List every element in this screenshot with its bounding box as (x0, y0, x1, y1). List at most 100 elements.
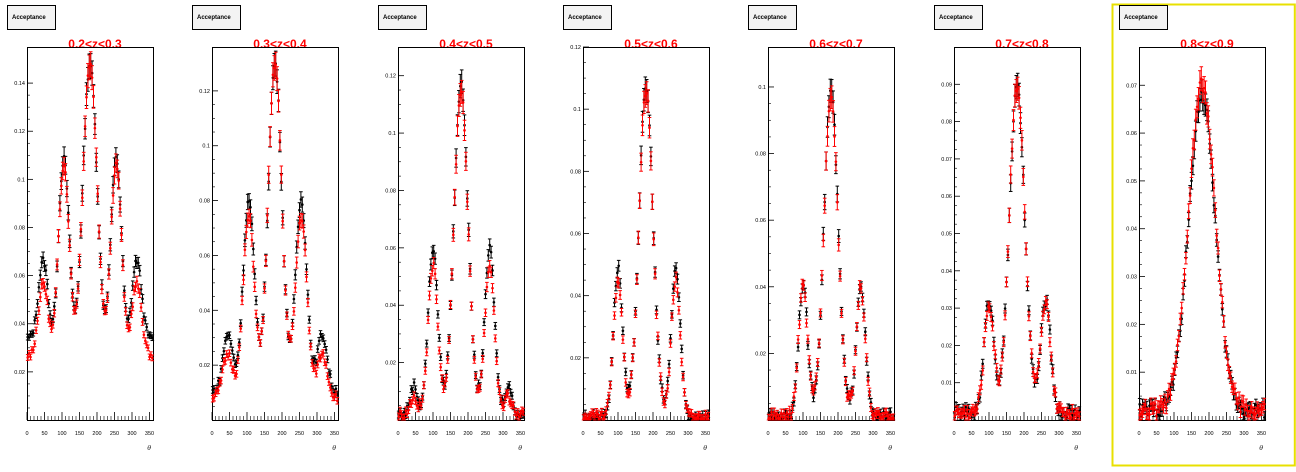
data-point (621, 326, 625, 336)
data-point (494, 349, 499, 358)
data-point (426, 315, 430, 324)
data-point (457, 93, 461, 117)
data-point (67, 238, 72, 252)
x-tick-label: 250 (1222, 431, 1231, 437)
data-point (144, 323, 149, 331)
data-point (97, 224, 101, 239)
x-tick-label: 100 (242, 431, 251, 437)
data-point (836, 238, 841, 252)
data-point (296, 219, 300, 235)
data-point (438, 363, 443, 372)
data-point (665, 376, 670, 386)
x-tick-label: 0 (210, 431, 213, 437)
data-point (44, 264, 48, 277)
data-point (1024, 242, 1028, 256)
data-point (240, 286, 244, 297)
data-point (88, 51, 93, 78)
data-point (667, 359, 671, 369)
data-point (489, 245, 493, 259)
chart-title: 0.3<z<0.4 (253, 37, 307, 51)
data-point (468, 265, 472, 277)
data-point (1041, 310, 1045, 321)
data-series-1 (25, 53, 155, 342)
data-point (629, 370, 634, 380)
x-tick-label: 50 (412, 431, 418, 437)
data-point (999, 364, 1003, 375)
data-point (607, 391, 611, 401)
data-point (521, 407, 526, 416)
data-point (1028, 331, 1033, 342)
data-point (100, 284, 104, 295)
data-point (471, 335, 475, 344)
data-point (614, 293, 618, 303)
data-point (485, 281, 489, 293)
data-point (835, 194, 840, 211)
data-point (1003, 310, 1007, 321)
data-point (848, 391, 852, 401)
x-tick-label: 50 (968, 431, 974, 437)
data-point (650, 193, 655, 210)
data-point (63, 163, 68, 182)
data-point (315, 360, 320, 369)
y-tick-label: 0.06 (385, 246, 396, 252)
y-tick-label: 0.12 (14, 129, 25, 135)
data-point (792, 392, 796, 402)
data-point (804, 318, 809, 328)
data-point (507, 381, 512, 390)
data-series-1 (210, 50, 340, 399)
legend-label: Acceptance (197, 15, 231, 21)
data-point (465, 193, 470, 210)
data-point (838, 270, 842, 282)
x-tick-label: 150 (816, 431, 825, 437)
data-point (259, 327, 264, 335)
data-point (76, 283, 80, 294)
data-point (45, 278, 50, 290)
data-point (1248, 405, 1253, 418)
data-point (1000, 351, 1005, 362)
data-point (80, 189, 85, 206)
data-point (637, 192, 642, 210)
data-point (257, 333, 261, 341)
x-axis-label: θ (332, 445, 336, 452)
data-point (1045, 299, 1049, 310)
data-point (621, 335, 625, 344)
x-tick-label: 350 (1257, 431, 1266, 437)
data-point (265, 207, 270, 224)
data-point (1031, 367, 1035, 378)
data-point (128, 323, 132, 332)
data-point (804, 307, 809, 317)
data-point (654, 310, 659, 320)
data-point (1069, 412, 1073, 421)
data-point (497, 387, 502, 396)
data-point (140, 317, 145, 326)
data-point (146, 344, 150, 352)
legend-box (378, 5, 427, 30)
data-point (487, 238, 492, 252)
chart-title: 0.7<z<0.8 (995, 37, 1049, 51)
data-point (86, 63, 90, 89)
data-point (81, 151, 86, 171)
data-point (104, 306, 108, 315)
data-point (1216, 241, 1220, 255)
data-point (665, 384, 670, 393)
data-point (1212, 179, 1216, 197)
y-tick-label: 0.04 (941, 269, 952, 275)
data-point (640, 114, 645, 137)
data-point (436, 310, 440, 319)
data-point (681, 372, 685, 382)
data-point (649, 151, 653, 171)
data-point (1184, 251, 1188, 265)
data-point (1018, 106, 1023, 129)
data-point (796, 335, 800, 345)
data-point (109, 209, 114, 225)
data-series-1 (766, 78, 896, 421)
y-tick-label: 0.04 (385, 303, 396, 309)
data-point (271, 62, 275, 88)
data-point (636, 230, 641, 245)
data-point (283, 285, 288, 296)
data-point (69, 268, 73, 280)
data-point (1174, 355, 1178, 368)
data-point (1195, 95, 1199, 119)
data-point (296, 234, 300, 249)
